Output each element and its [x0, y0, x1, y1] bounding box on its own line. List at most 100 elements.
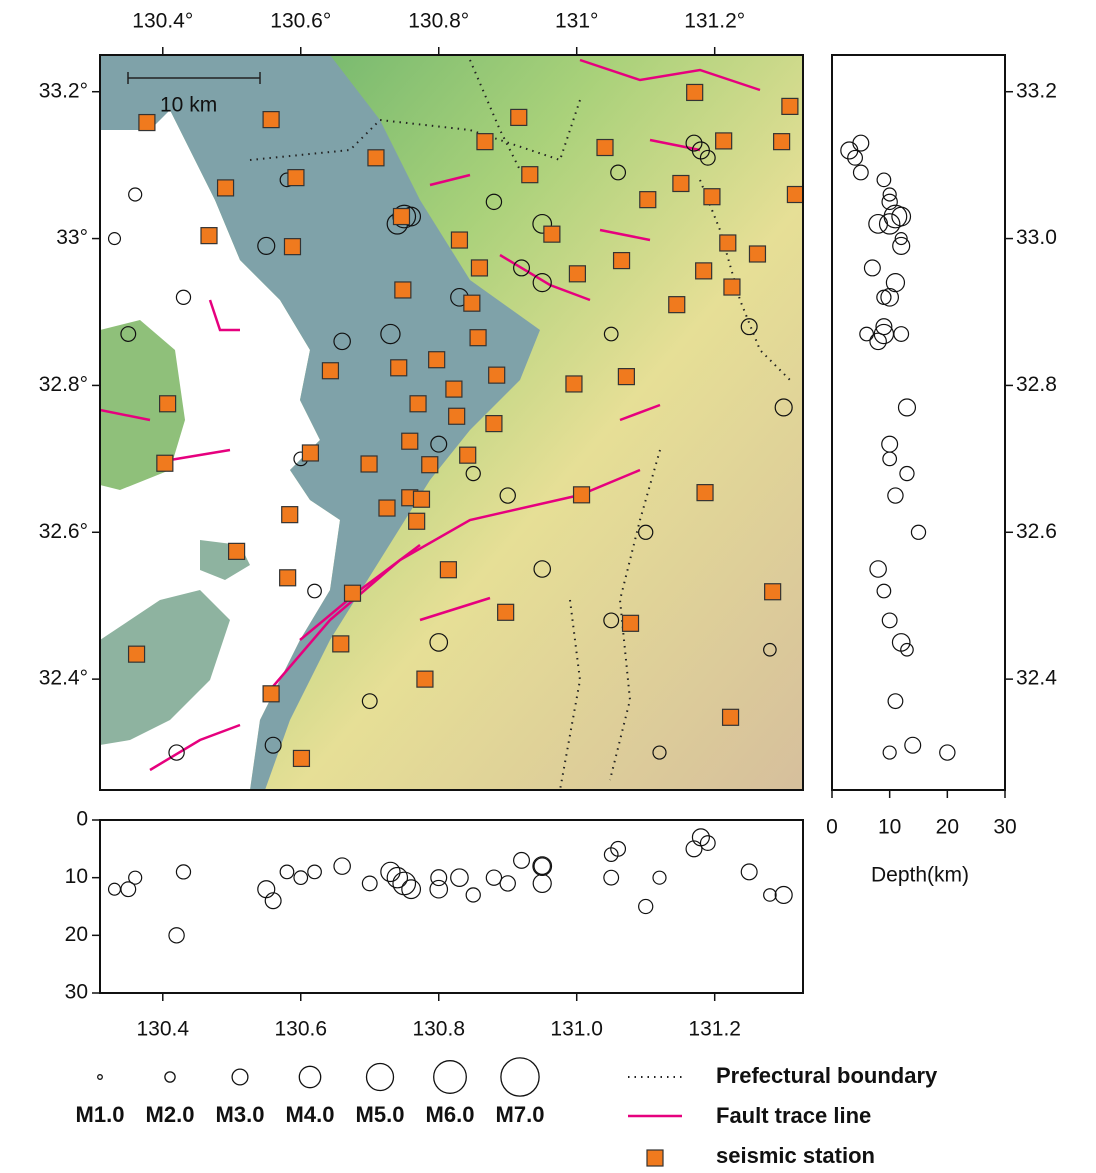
depth-tick-label: 20	[65, 923, 88, 946]
earthquake-depth-lon	[380, 861, 401, 883]
earthquake	[333, 332, 351, 351]
seismic-station	[748, 245, 767, 263]
seismic-station	[450, 231, 469, 249]
earthquake	[763, 642, 777, 657]
earthquake	[685, 134, 703, 152]
lon-tick-label: 131.0	[550, 1018, 603, 1041]
earthquake-depth-lon	[652, 870, 667, 885]
earthquake	[361, 693, 378, 710]
earthquake	[168, 744, 185, 761]
seismic-station	[696, 484, 714, 502]
seismic-station	[416, 670, 434, 688]
seismic-station	[488, 366, 506, 384]
lon-tick-label: 130.8°	[408, 10, 469, 33]
lat-tick-label: 33.2	[1016, 79, 1057, 102]
depth-tick-label: 30	[65, 981, 88, 1004]
legend-label: seismic station	[716, 1143, 875, 1168]
earthquake-depth-lat	[904, 736, 922, 754]
earthquake-depth-lat	[863, 259, 881, 277]
earthquake	[257, 236, 276, 255]
seismic-station	[476, 133, 494, 151]
earthquake-depth-lat	[900, 642, 914, 657]
map-frame	[99, 54, 804, 791]
seismic-station	[408, 512, 426, 530]
earthquake-depth-lat	[881, 435, 899, 453]
earthquake-depth-lon	[774, 885, 793, 905]
magnitude-legend-label: M3.0	[216, 1102, 265, 1127]
earthquake-depth-lat	[859, 326, 874, 342]
earthquake-depth-lon	[532, 873, 552, 894]
earthquake-depth-lon	[513, 851, 531, 869]
lat-tick-label: 32.6	[1016, 520, 1057, 543]
lon-tick-label: 131.2°	[684, 10, 745, 33]
earthquake-depth-lon	[175, 864, 192, 880]
lat-tick-label: 32.8°	[39, 373, 88, 396]
seismic-station	[672, 174, 690, 193]
seismic-station	[568, 265, 587, 283]
seismic-station	[764, 583, 782, 601]
legend-station	[646, 1149, 664, 1167]
seismic-station	[463, 294, 481, 312]
seismic-station	[723, 278, 741, 296]
seismic-station	[497, 603, 515, 621]
seismic-station	[156, 454, 174, 472]
earthquake-depth-lon	[429, 879, 449, 899]
seismic-station	[378, 499, 396, 517]
earthquake-depth-lon	[293, 870, 309, 886]
seismic-station	[439, 561, 457, 579]
seismic-station	[773, 133, 791, 151]
seismic-station	[332, 635, 350, 653]
earthquake-depth-lon	[450, 868, 469, 888]
seismic-station	[159, 395, 177, 413]
earthquake	[380, 323, 401, 345]
seismic-station	[543, 225, 561, 243]
earthquake-depth-lon	[610, 840, 627, 857]
earthquake	[429, 633, 449, 652]
seismic-station	[668, 296, 686, 314]
earthquake-depth-lon	[401, 879, 422, 900]
seismic-station	[612, 251, 631, 270]
seismic-station	[719, 234, 737, 252]
earthquake-depth-lon	[361, 875, 378, 892]
seismic-station	[200, 227, 218, 245]
magnitude-legend-symbol	[433, 1060, 467, 1094]
lat-tick-label: 33°	[56, 226, 88, 249]
seismic-station	[360, 455, 378, 473]
earthquake-depth-lat	[910, 524, 927, 540]
earthquake	[107, 232, 122, 246]
seismic-station	[470, 259, 489, 277]
earthquake-depth-lat	[897, 398, 917, 417]
lon-tick-label: 130.8	[412, 1018, 465, 1041]
lon-tick-label: 130.6°	[270, 10, 331, 33]
marks: 130.4° 130.6° 130.8° 131° 131.2° 33.2° 33° 32.8…	[39, 10, 1057, 1168]
earthquake	[465, 465, 481, 482]
lon-tick-label: 131°	[555, 10, 598, 33]
earthquake	[513, 259, 531, 277]
earthquake-depth-lat	[875, 318, 893, 336]
seismic-station	[695, 262, 713, 280]
earthquake-depth-lon	[430, 869, 448, 887]
seismic-station	[510, 108, 528, 127]
magnitude-legend-label: M7.0	[496, 1102, 545, 1127]
earthquake-depth-lon	[763, 888, 777, 902]
seismic-station	[565, 375, 583, 393]
earthquake-depth-lat	[869, 332, 887, 351]
magnitude-legend-symbol	[298, 1065, 322, 1089]
magnitude-legend-label: M6.0	[426, 1102, 475, 1127]
earthquake-depth-lat	[852, 134, 870, 152]
lon-section-frame	[99, 819, 804, 994]
seismic-station	[639, 191, 657, 209]
legend-label: Prefectural boundary	[716, 1063, 938, 1088]
earthquake-depth-lat	[878, 213, 901, 235]
seismic-station	[390, 359, 408, 377]
seismic-station	[596, 138, 614, 157]
lon-tick-label: 130.6	[274, 1018, 327, 1041]
earthquake	[652, 745, 667, 760]
seismic-station	[292, 749, 311, 768]
seismic-station	[459, 446, 477, 464]
earthquake-depth-lat	[882, 187, 897, 202]
earthquake	[532, 273, 552, 293]
depth-axis-title: Depth(km)	[871, 864, 969, 887]
seismic-station	[283, 238, 302, 256]
